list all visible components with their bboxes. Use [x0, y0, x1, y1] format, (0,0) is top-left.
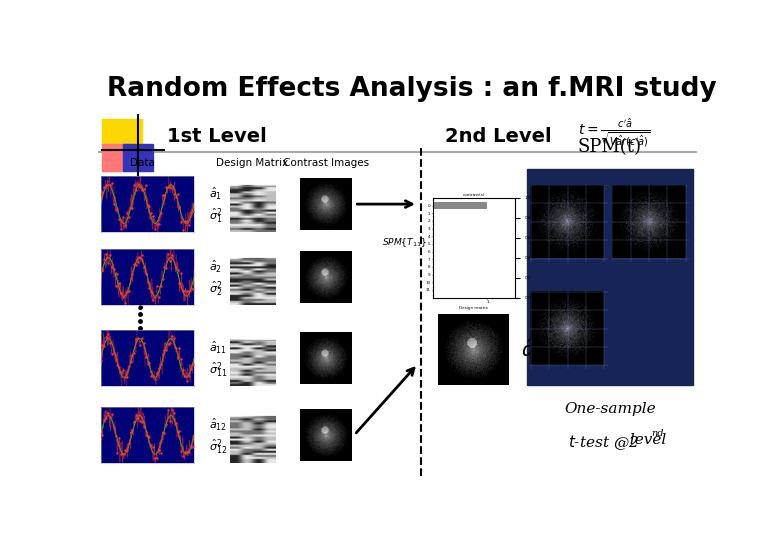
Y-axis label: SPM{T₁₁}: SPM{T₁₁}	[532, 238, 536, 258]
Bar	[102, 144, 133, 171]
Text: $\hat{a}_{12}$: $\hat{a}_{12}$	[209, 416, 227, 433]
Text: $\hat{\sigma}^2_{11}$: $\hat{\sigma}^2_{11}$	[209, 361, 228, 380]
Text: $\hat{\sigma}^2_{2}$: $\hat{\sigma}^2_{2}$	[209, 280, 222, 299]
Text: Contrast Images: Contrast Images	[283, 158, 369, 168]
Text: 1st Level: 1st Level	[167, 127, 267, 146]
Bar	[526, 168, 693, 385]
Text: $\hat{a}_{2}$: $\hat{a}_{2}$	[209, 258, 222, 274]
Text: nd: nd	[651, 429, 664, 437]
Bar	[123, 144, 153, 171]
Text: $t$-test @2: $t$-test @2	[568, 433, 640, 451]
Bar	[102, 119, 142, 146]
Text: Data: Data	[130, 158, 155, 168]
Text: $\hat{a}_{1}$: $\hat{a}_{1}$	[209, 186, 222, 202]
Text: $t = \frac{c'\hat{a}}{\sqrt{V\hat{a}r(c'\hat{a})}}$: $t = \frac{c'\hat{a}}{\sqrt{V\hat{a}r(c'…	[578, 117, 651, 150]
Text: $SPM\{T_{11}\}$: $SPM\{T_{11}\}$	[382, 237, 427, 249]
Text: One-sample: One-sample	[564, 402, 656, 416]
Text: $\hat{\sigma}^2_{1}$: $\hat{\sigma}^2_{1}$	[209, 207, 223, 226]
Text: level: level	[625, 433, 666, 447]
Text: $\hat{\alpha}$: $\hat{\alpha}$	[521, 339, 535, 361]
Text: $\hat{a}_{11}$: $\hat{a}_{11}$	[209, 340, 228, 356]
Text: $\hat{\sigma}^2_{12}$: $\hat{\sigma}^2_{12}$	[209, 438, 228, 457]
Text: 2nd Level: 2nd Level	[445, 127, 551, 146]
Text: Design Matrix: Design Matrix	[215, 158, 288, 168]
Text: SPM(t): SPM(t)	[578, 138, 642, 156]
Text: Random Effects Analysis : an f.MRI study: Random Effects Analysis : an f.MRI study	[107, 77, 716, 103]
